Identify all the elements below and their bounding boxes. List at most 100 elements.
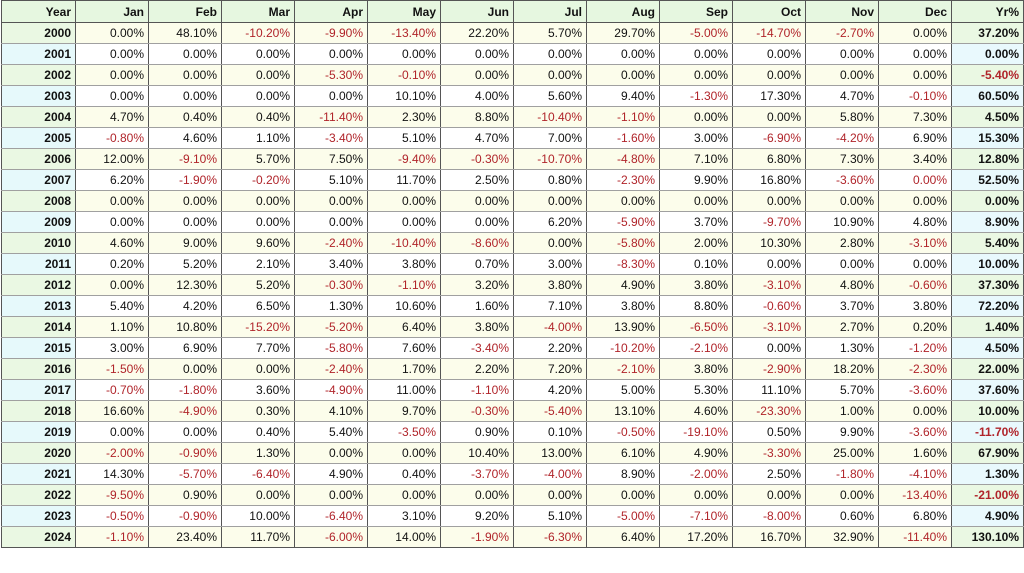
month-return-cell: -6.50% (659, 316, 733, 338)
column-header-feb[interactable]: Feb (148, 0, 222, 23)
month-return-cell: 0.00% (148, 211, 222, 233)
month-return-cell: 0.00% (732, 64, 806, 86)
column-header-oct[interactable]: Oct (732, 0, 806, 23)
table-row: 2013 5.40% 4.20% 6.50% 1.30% 10.60% 1.60% 7.10%… (1, 295, 1024, 317)
yearly-total-cell: -5.40% (951, 64, 1024, 86)
month-return-cell: 3.20% (440, 274, 514, 296)
month-return-cell: -7.10% (659, 505, 733, 527)
column-header-jun[interactable]: Jun (440, 0, 514, 23)
column-header-yrpct[interactable]: Yr% (951, 0, 1024, 23)
month-return-cell: 3.00% (75, 337, 149, 359)
month-return-cell: 6.80% (732, 148, 806, 170)
month-return-cell: -0.60% (732, 295, 806, 317)
month-return-cell: 9.00% (148, 232, 222, 254)
month-return-cell: 5.10% (294, 169, 368, 191)
month-return-cell: 6.40% (367, 316, 441, 338)
month-return-cell: 1.00% (805, 400, 879, 422)
month-return-cell: 12.30% (148, 274, 222, 296)
month-return-cell: 4.60% (659, 400, 733, 422)
month-return-cell: 0.00% (586, 64, 660, 86)
month-return-cell: -5.40% (513, 400, 587, 422)
month-return-cell: 5.00% (586, 379, 660, 401)
month-return-cell: 0.00% (367, 442, 441, 464)
month-return-cell: 0.00% (221, 484, 295, 506)
month-return-cell: -4.90% (148, 400, 222, 422)
column-header-aug[interactable]: Aug (586, 0, 660, 23)
month-return-cell: 11.10% (732, 379, 806, 401)
column-header-dec[interactable]: Dec (878, 0, 952, 23)
month-return-cell: 9.60% (221, 232, 295, 254)
column-header-nov[interactable]: Nov (805, 0, 879, 23)
month-return-cell: -3.70% (440, 463, 514, 485)
month-return-cell: -4.00% (513, 463, 587, 485)
month-return-cell: -4.10% (878, 463, 952, 485)
yearly-total-cell: 15.30% (951, 127, 1024, 149)
month-return-cell: 16.60% (75, 400, 149, 422)
month-return-cell: -3.60% (805, 169, 879, 191)
month-return-cell: 0.10% (659, 253, 733, 275)
month-return-cell: -0.30% (440, 148, 514, 170)
month-return-cell: 18.20% (805, 358, 879, 380)
table-row: 2023 -0.50% -0.90% 10.00% -6.40% 3.10% 9.20% 5.… (1, 505, 1024, 527)
column-header-may[interactable]: May (367, 0, 441, 23)
month-return-cell: 0.30% (221, 400, 295, 422)
month-return-cell: 4.90% (586, 274, 660, 296)
month-return-cell: 4.20% (513, 379, 587, 401)
month-return-cell: 29.70% (586, 22, 660, 44)
month-return-cell: 3.80% (367, 253, 441, 275)
month-return-cell: 0.00% (294, 85, 368, 107)
month-return-cell: 0.00% (75, 274, 149, 296)
month-return-cell: -5.20% (294, 316, 368, 338)
month-return-cell: 32.90% (805, 526, 879, 548)
table-row: 2012 0.00% 12.30% 5.20% -0.30% -1.10% 3.20% 3.8… (1, 274, 1024, 296)
month-return-cell: -2.10% (586, 358, 660, 380)
year-cell: 2008 (1, 190, 76, 212)
month-return-cell: -0.60% (878, 274, 952, 296)
month-return-cell: 0.00% (805, 484, 879, 506)
yearly-total-cell: 67.90% (951, 442, 1024, 464)
month-return-cell: -9.90% (294, 22, 368, 44)
month-return-cell: -3.10% (878, 232, 952, 254)
month-return-cell: 2.20% (440, 358, 514, 380)
month-return-cell: 0.00% (732, 190, 806, 212)
table-body: 2000 0.00% 48.10% -10.20% -9.90% -13.40% 22.20… (1, 22, 1024, 548)
column-header-apr[interactable]: Apr (294, 0, 368, 23)
month-return-cell: 16.80% (732, 169, 806, 191)
month-return-cell: 9.90% (659, 169, 733, 191)
column-header-year[interactable]: Year (1, 0, 76, 23)
month-return-cell: 0.00% (75, 22, 149, 44)
month-return-cell: 16.70% (732, 526, 806, 548)
month-return-cell: 0.00% (440, 211, 514, 233)
column-header-sep[interactable]: Sep (659, 0, 733, 23)
month-return-cell: -0.50% (75, 505, 149, 527)
month-return-cell: 0.00% (221, 85, 295, 107)
month-return-cell: -0.90% (148, 505, 222, 527)
column-header-jan[interactable]: Jan (75, 0, 149, 23)
year-cell: 2007 (1, 169, 76, 191)
month-return-cell: 12.00% (75, 148, 149, 170)
month-return-cell: -3.60% (878, 379, 952, 401)
month-return-cell: 25.00% (805, 442, 879, 464)
yearly-total-cell: 12.80% (951, 148, 1024, 170)
month-return-cell: 6.90% (878, 127, 952, 149)
month-return-cell: 0.00% (440, 64, 514, 86)
month-return-cell: 0.00% (294, 442, 368, 464)
column-header-jul[interactable]: Jul (513, 0, 587, 23)
column-header-mar[interactable]: Mar (221, 0, 295, 23)
yearly-total-cell: 10.00% (951, 253, 1024, 275)
month-return-cell: -1.90% (440, 526, 514, 548)
yearly-total-cell: -21.00% (951, 484, 1024, 506)
month-return-cell: 9.70% (367, 400, 441, 422)
month-return-cell: 10.30% (732, 232, 806, 254)
yearly-total-cell: 130.10% (951, 526, 1024, 548)
month-return-cell: 5.20% (148, 253, 222, 275)
month-return-cell: 0.00% (221, 358, 295, 380)
month-return-cell: 0.10% (513, 421, 587, 443)
yearly-total-cell: 1.40% (951, 316, 1024, 338)
table-row: 2024 -1.10% 23.40% 11.70% -6.00% 14.00% -1.90%… (1, 526, 1024, 548)
month-return-cell: 5.70% (221, 148, 295, 170)
month-return-cell: -9.50% (75, 484, 149, 506)
month-return-cell: 11.70% (367, 169, 441, 191)
month-return-cell: 0.00% (878, 169, 952, 191)
month-return-cell: -0.80% (75, 127, 149, 149)
